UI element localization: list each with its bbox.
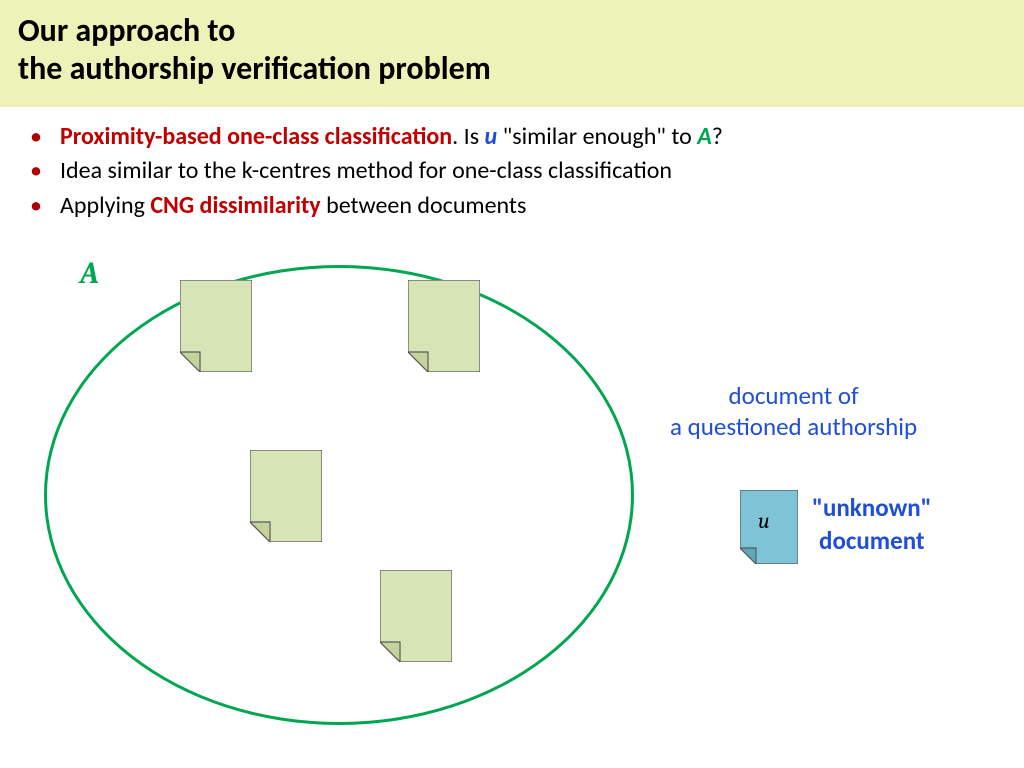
bullet-text: Proximity-based one-class classification	[60, 122, 452, 151]
bullet-text: "similar enough" to	[497, 122, 697, 151]
slide-title: Our approach to the authorship verificat…	[18, 12, 1006, 89]
unknown-line2: document	[819, 525, 925, 556]
bullet-text: CNG dissimilarity	[150, 191, 320, 220]
questioned-line1: document of	[729, 380, 859, 411]
set-A-ellipse	[44, 265, 634, 725]
bullet-item: Applying CNG dissimilarity between docum…	[60, 190, 994, 222]
bullet-text: u	[485, 122, 498, 151]
bullet-text: Applying	[60, 191, 150, 220]
set-A-label: A	[80, 256, 98, 291]
slide-header: Our approach to the authorship verificat…	[0, 0, 1024, 107]
bullet-item: Idea similar to the k-centres method for…	[60, 155, 994, 187]
bullet-list: Proximity-based one-class classification…	[0, 107, 1024, 222]
diagram-area: A document of a questioned authorship u …	[0, 250, 1024, 768]
unknown-line1: "unknown"	[812, 492, 932, 523]
bullet-text: A	[697, 122, 712, 151]
bullet-text: Idea similar to the k-centres method for…	[60, 156, 672, 185]
bullet-text: . Is	[452, 122, 484, 151]
title-line2: the authorship verification problem	[18, 49, 491, 88]
document-icon	[408, 280, 480, 372]
bullet-text: between documents	[321, 191, 527, 220]
u-label: u	[758, 508, 770, 534]
document-icon	[180, 280, 252, 372]
questioned-text: document of a questioned authorship	[670, 380, 917, 443]
bullet-text: ?	[712, 122, 723, 151]
document-icon	[250, 450, 322, 542]
unknown-text: "unknown" document	[812, 492, 932, 557]
title-line1: Our approach to	[18, 11, 235, 50]
questioned-line2: a questioned authorship	[670, 411, 917, 442]
bullet-item: Proximity-based one-class classification…	[60, 121, 994, 153]
document-icon	[380, 570, 452, 662]
